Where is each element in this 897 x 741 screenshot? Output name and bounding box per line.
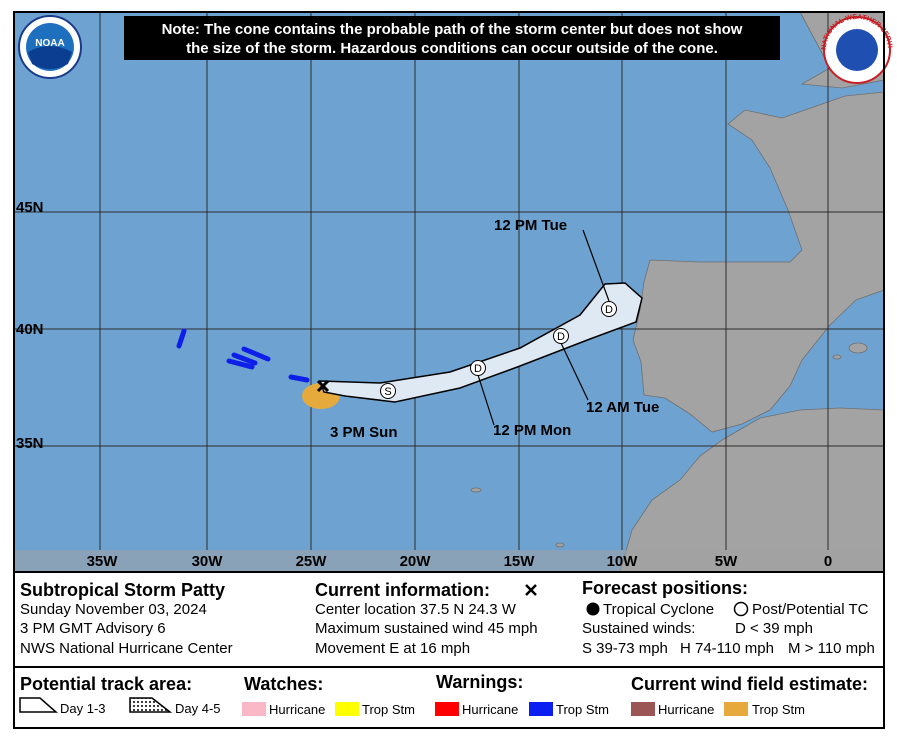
legend-item: Hurricane: [658, 702, 714, 717]
legend-item: Trop Stm: [362, 702, 415, 717]
island: [470, 487, 482, 493]
legend-heading: Current wind field estimate:: [631, 674, 868, 694]
map: S D D D 3 PM Sun 12 PM Mon 12 AM Tue 12 …: [0, 0, 893, 573]
leader-line: [477, 374, 495, 426]
note-box: [124, 16, 780, 60]
warning-segment: [241, 346, 271, 362]
lat-label: 45N: [16, 199, 44, 216]
point: [553, 328, 569, 344]
warning-segment: [226, 358, 255, 370]
lon-label: 5W: [715, 553, 738, 570]
current-icon: [525, 584, 537, 596]
swatch: [335, 702, 359, 716]
leader-line: [582, 229, 610, 302]
point-symbol: D: [605, 304, 613, 316]
forecast-heading: Forecast positions:: [582, 578, 748, 598]
lon-label: 30W: [192, 553, 224, 570]
warning-segment: [176, 328, 187, 349]
swatch: [242, 702, 266, 716]
swatch: [724, 702, 748, 716]
info-panel: Subtropical Storm Patty Sunday November …: [13, 571, 885, 729]
cone-icon: [19, 697, 58, 713]
time-labels: 3 PM Sun 12 PM Mon 12 AM Tue 12 PM Tue: [330, 217, 659, 441]
post-tc-icon: [733, 601, 749, 617]
lon-label: 20W: [400, 553, 432, 570]
axis-band: [14, 550, 884, 572]
island: [832, 354, 842, 360]
forecast-points: S D D D: [380, 301, 617, 399]
legend-item: Day 4-5: [175, 701, 221, 716]
leaders: [477, 229, 610, 426]
wind-class: M > 110 mph: [788, 640, 875, 657]
note-line: the size of the storm. Hazardous conditi…: [186, 40, 718, 57]
point: [470, 360, 486, 376]
legend-heading: Watches:: [244, 674, 323, 694]
noaa-logo: NOAA: [18, 15, 82, 79]
tc-icon: [586, 602, 600, 616]
note-line: Note: The cone contains the probable pat…: [162, 21, 743, 38]
current-position: [316, 379, 330, 393]
lat-label: 40N: [16, 321, 44, 338]
warning-segment: [231, 352, 258, 366]
storm-center: NWS National Hurricane Center: [20, 640, 233, 657]
legend-item: Hurricane: [269, 702, 325, 717]
point: [380, 383, 396, 399]
time-label: 3 PM Sun: [330, 424, 398, 441]
swatch: [529, 702, 553, 716]
forecast-post-tc: Post/Potential TC: [752, 601, 869, 618]
warning-segment: [288, 374, 310, 383]
forecast-tc: Tropical Cyclone: [603, 601, 714, 618]
current-line: Center location 37.5 N 24.3 W: [315, 601, 517, 618]
x-mark: [525, 584, 537, 596]
legend-item: Trop Stm: [752, 702, 805, 717]
storm-date: Sunday November 03, 2024: [20, 601, 207, 618]
cone-icon: [129, 697, 173, 713]
legend-heading: Potential track area:: [20, 674, 192, 694]
wind-class: H 74-110 mph: [680, 640, 774, 657]
lon-label: 35W: [87, 553, 119, 570]
legend-heading: Warnings:: [436, 672, 523, 692]
time-label: 12 PM Tue: [494, 217, 567, 234]
point-symbol: D: [474, 363, 482, 375]
forecast-cone: [318, 282, 643, 403]
sustained-label: Sustained winds:: [582, 620, 695, 637]
current-line: Maximum sustained wind 45 mph: [315, 620, 538, 637]
europe: [632, 91, 885, 433]
swatch: [631, 702, 655, 716]
storm-name: Subtropical Storm Patty: [20, 580, 225, 600]
logo-text: NOAA: [35, 38, 64, 49]
leader-line: [560, 342, 589, 401]
lon-label: 15W: [504, 553, 536, 570]
swatch: [435, 702, 459, 716]
island: [555, 542, 565, 548]
legend-item: Hurricane: [462, 702, 518, 717]
graticule: [14, 12, 884, 550]
storm-advisory: 3 PM GMT Advisory 6: [20, 620, 166, 637]
wind-class: D < 39 mph: [735, 620, 813, 637]
x-mark: [316, 379, 330, 393]
logo-wave: [28, 46, 72, 69]
point-symbol: D: [557, 331, 565, 343]
legend-item: Day 1-3: [60, 701, 106, 716]
lon-label: 25W: [296, 553, 328, 570]
logo-disc: [836, 29, 878, 71]
point-symbol: S: [384, 386, 391, 398]
point: [601, 301, 617, 317]
island: [848, 342, 868, 354]
lon-labels: 35W 30W 25W 20W 15W 10W 5W 0: [87, 553, 833, 570]
current-heading: Current information:: [315, 580, 490, 600]
lat-labels: 45N 40N 35N: [16, 199, 44, 452]
time-label: 12 AM Tue: [586, 399, 659, 416]
lon-label: 0: [824, 553, 832, 570]
wind-class: S 39-73 mph: [582, 640, 668, 657]
lon-label: 10W: [607, 553, 639, 570]
current-line: Movement E at 16 mph: [315, 640, 470, 657]
legend-item: Trop Stm: [556, 702, 609, 717]
time-label: 12 PM Mon: [493, 422, 571, 439]
lat-label: 35N: [16, 435, 44, 452]
